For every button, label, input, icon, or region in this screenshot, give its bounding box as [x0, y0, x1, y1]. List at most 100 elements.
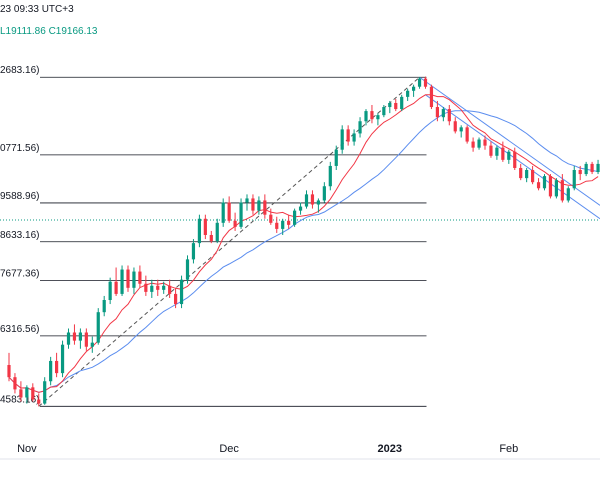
candle-body [156, 285, 160, 290]
x-tick-label: Nov [17, 443, 37, 455]
candle-body [275, 222, 279, 229]
candle-body [423, 78, 428, 87]
candle-body [536, 182, 541, 189]
candle [483, 135, 487, 150]
candle-body [233, 220, 237, 227]
candle-body [417, 78, 422, 87]
candle [78, 328, 82, 349]
candle-body [132, 271, 136, 288]
candle-body [507, 151, 511, 160]
candle-body [185, 259, 190, 280]
candle [536, 178, 541, 191]
candle [328, 161, 332, 191]
candle-body [203, 218, 207, 235]
candle [19, 381, 23, 402]
time-axis: NovDec2023FebMar [0, 443, 600, 460]
fib-level-label: 2683.16) [0, 65, 39, 76]
candle [596, 159, 600, 175]
candle-body [239, 202, 243, 227]
candle [441, 107, 445, 122]
fib-level-label: 7677.36) [0, 269, 39, 280]
candle [227, 196, 231, 223]
candle-body [596, 163, 600, 173]
candle-body [293, 210, 297, 225]
candle-body [49, 360, 53, 382]
candle [31, 383, 35, 402]
x-tick-label: Feb [499, 443, 518, 455]
candle-body [352, 133, 356, 142]
candle [489, 141, 493, 158]
candle-body [542, 176, 547, 189]
candle [239, 198, 243, 229]
candle-body [453, 121, 457, 132]
candle [84, 328, 88, 351]
candle-body [144, 283, 148, 292]
candle [382, 105, 386, 118]
candle-body [66, 332, 71, 345]
candle [162, 281, 166, 294]
candle-body [560, 180, 564, 201]
candle [126, 265, 130, 292]
candle-body [525, 170, 529, 179]
candle [150, 279, 154, 298]
candle-body [227, 202, 231, 221]
candle [191, 239, 196, 264]
candles [7, 76, 600, 407]
candle-body [72, 332, 77, 341]
candle-body [376, 115, 380, 120]
candle-body [90, 342, 94, 347]
candle [322, 182, 326, 203]
trend-channel [419, 76, 600, 220]
candle-body [310, 194, 315, 205]
candle-body [37, 399, 41, 404]
candle [352, 129, 356, 146]
candle-body [531, 170, 535, 183]
candle [304, 190, 309, 209]
candle [495, 145, 499, 160]
candle-body [328, 165, 332, 187]
candle-body [191, 243, 196, 260]
candle [310, 190, 315, 209]
candle-body [501, 147, 505, 160]
candle [346, 125, 350, 146]
candle-body [78, 332, 82, 341]
candle-body [287, 220, 291, 225]
candle [412, 84, 416, 97]
fib-level-label: 4583.16) [0, 394, 39, 405]
candle-body [126, 269, 130, 288]
candle-body [174, 293, 178, 305]
candle-body [513, 151, 517, 168]
candle [7, 352, 11, 382]
candle-body [388, 102, 392, 108]
candle-body [400, 96, 404, 110]
candle [215, 218, 219, 244]
candle [370, 105, 374, 124]
channel-upper-line [419, 76, 600, 206]
candle-body [489, 145, 493, 156]
candle-body [370, 111, 374, 120]
candle-body [263, 200, 267, 215]
candle [120, 265, 124, 296]
candle [102, 295, 106, 317]
channel-lower-line [425, 94, 600, 220]
candle [174, 287, 178, 309]
candle-body [334, 149, 338, 166]
moving-averages [8, 94, 599, 393]
candle-body [590, 163, 594, 173]
candle [435, 100, 439, 122]
candle-body [322, 186, 326, 201]
candle-body [55, 360, 59, 374]
candle-body [168, 285, 172, 294]
candle-body [31, 387, 35, 400]
x-tick-label: Dec [219, 443, 239, 455]
candle-body [269, 214, 273, 223]
candle [447, 105, 451, 126]
candle-body [251, 198, 255, 211]
candle [501, 141, 505, 162]
candle-body [316, 200, 320, 205]
candle-body [382, 107, 386, 116]
candle-body [578, 170, 582, 175]
candle [513, 147, 517, 170]
candle-body [298, 206, 303, 211]
